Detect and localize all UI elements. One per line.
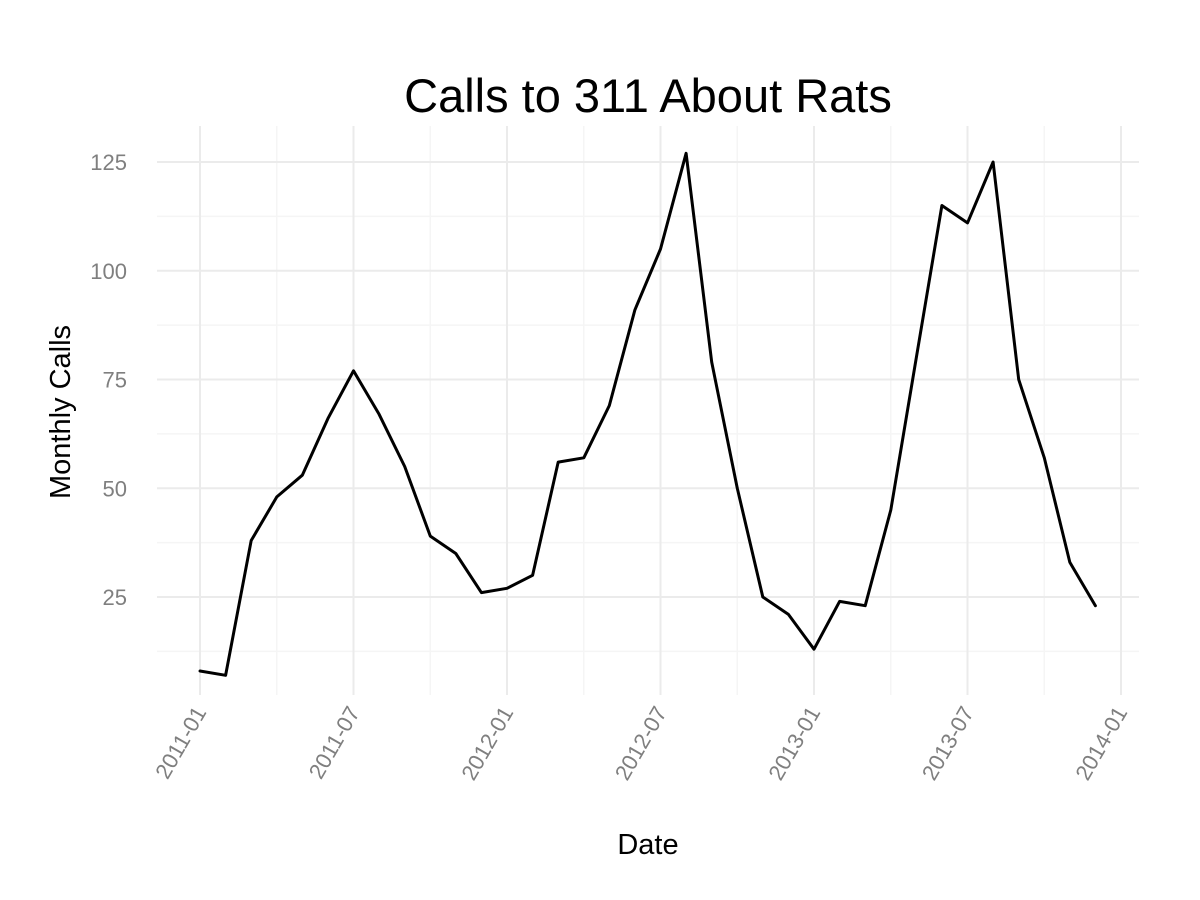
x-tick-label: 2013-01 xyxy=(763,702,825,784)
x-axis-title: Date xyxy=(617,829,678,861)
x-tick-label: 2011-07 xyxy=(304,702,365,783)
x-tick-label: 2014-01 xyxy=(1070,702,1132,784)
series-layer xyxy=(198,151,1097,677)
y-tick-label: 50 xyxy=(103,476,127,501)
y-tick-label: 125 xyxy=(90,150,127,175)
x-tick-label: 2012-01 xyxy=(456,702,518,784)
series-line xyxy=(198,151,1097,677)
y-axis-title: Monthly Calls xyxy=(45,325,77,499)
y-axis-ticks: 25 50 75 100 125 xyxy=(90,150,127,610)
x-tick-label: 2013-07 xyxy=(917,702,979,784)
y-tick-label: 75 xyxy=(103,368,127,393)
x-tick-label: 2011-01 xyxy=(150,702,211,783)
y-tick-label: 100 xyxy=(90,259,127,284)
grid xyxy=(157,126,1139,695)
x-axis-ticks: 2011-01 2011-07 2012-01 2012-07 2013-01 2013-… xyxy=(150,702,1132,784)
x-tick-label: 2012-07 xyxy=(610,702,672,784)
chart-title: Calls to 311 About Rats xyxy=(404,69,892,122)
y-tick-label: 25 xyxy=(103,585,127,610)
